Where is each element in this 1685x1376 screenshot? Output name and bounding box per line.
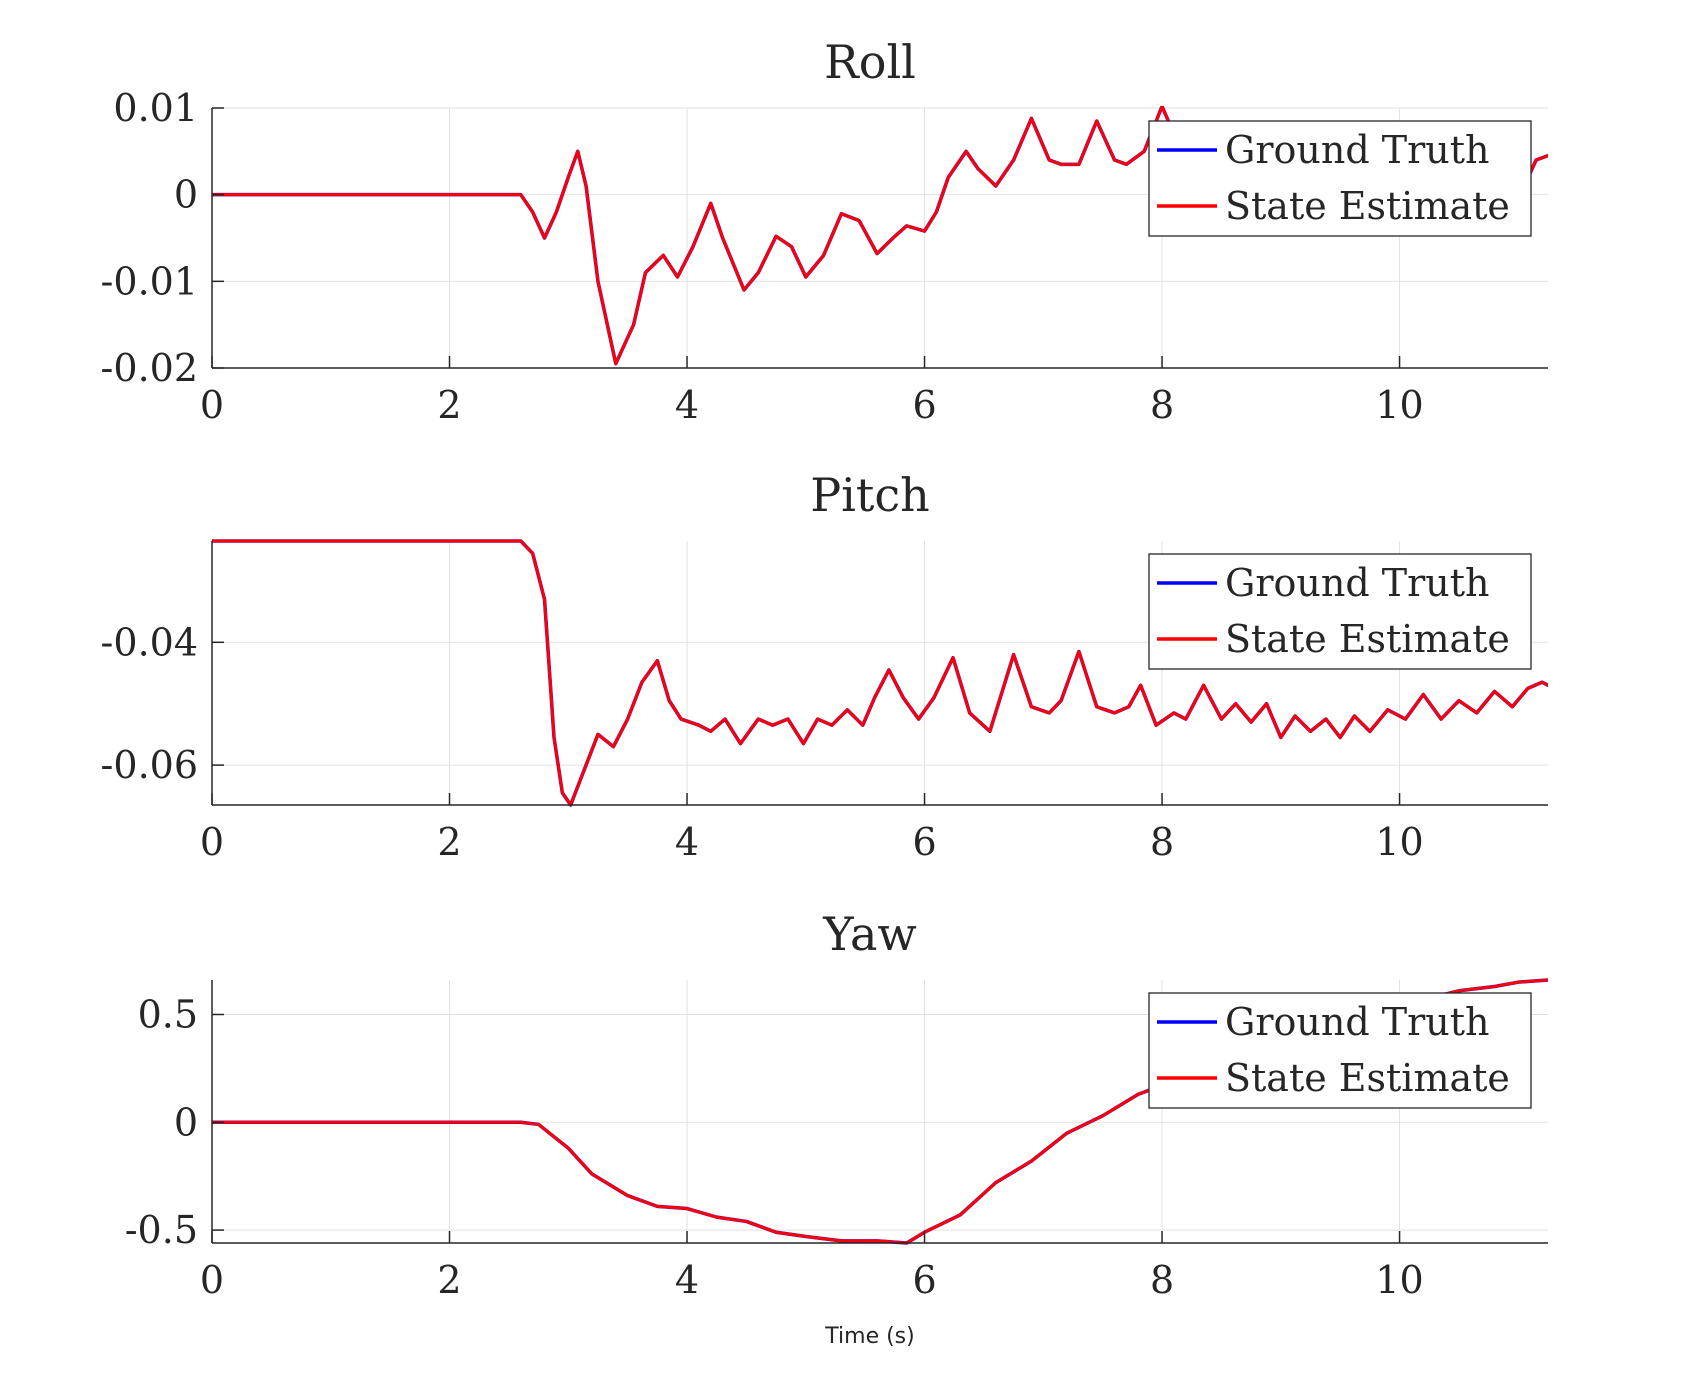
roll-legend-label-ground-truth: Ground Truth: [1225, 128, 1489, 172]
roll-y-tick-label: -0.01: [101, 259, 198, 303]
yaw-y-tick-label: 0: [174, 1100, 198, 1144]
yaw-x-tick-label: 0: [200, 1258, 224, 1302]
yaw-legend-label-state-estimate: State Estimate: [1225, 1056, 1510, 1100]
yaw-y-tick-label: 0.5: [138, 992, 198, 1036]
pitch-legend-box: [1148, 553, 1532, 670]
roll-x-tick-label: 6: [912, 383, 936, 427]
pitch-series-state-estimate: [212, 539, 1548, 807]
yaw-x-tick-label: 4: [675, 1258, 699, 1302]
pitch-x-tick-label: 0: [200, 820, 224, 864]
pitch-y-tick-label: -0.04: [101, 620, 198, 664]
yaw-legend: Ground Truth State Estimate: [1148, 992, 1532, 1109]
yaw-x-tick-label: 8: [1150, 1258, 1174, 1302]
pitch-title: Pitch: [810, 468, 930, 522]
yaw-x-axis-label: Time (s): [824, 1324, 914, 1349]
pitch-x-tick-label: 8: [1150, 820, 1174, 864]
roll-legend: Ground Truth State Estimate: [1148, 120, 1532, 237]
roll-legend-label-state-estimate: State Estimate: [1225, 184, 1510, 228]
roll-title: Roll: [824, 35, 916, 89]
pitch-x-tick-label: 2: [437, 820, 461, 864]
pitch-x-tick-label: 6: [912, 820, 936, 864]
roll-panel: 0 2 4 6 8 10 0.01 0 -0.01 -0.02 Roll Ground Truth St…: [101, 35, 1548, 427]
yaw-x-tick-label: 10: [1375, 1258, 1423, 1302]
roll-y-tick-label: 0.01: [113, 86, 198, 130]
pitch-x-tick-label: 4: [675, 820, 699, 864]
roll-y-tick-label: 0: [174, 173, 198, 217]
yaw-x-tick-label: 6: [912, 1258, 936, 1302]
pitch-legend: Ground Truth State Estimate: [1148, 553, 1532, 670]
pitch-y-tick-label: -0.06: [101, 743, 198, 787]
yaw-title: Yaw: [822, 907, 917, 961]
yaw-legend-box: [1148, 992, 1532, 1109]
roll-x-tick-label: 10: [1375, 383, 1423, 427]
yaw-y-tick-label: -0.5: [125, 1208, 198, 1252]
pitch-legend-label-state-estimate: State Estimate: [1225, 617, 1510, 661]
yaw-legend-label-ground-truth: Ground Truth: [1225, 1000, 1489, 1044]
roll-y-tick-label: -0.02: [101, 346, 198, 390]
yaw-x-tick-label: 2: [437, 1258, 461, 1302]
roll-legend-box: [1148, 120, 1532, 237]
roll-x-tick-label: 8: [1150, 383, 1174, 427]
pitch-x-tick-label: 10: [1375, 820, 1423, 864]
roll-x-tick-label: 2: [437, 383, 461, 427]
pitch-panel: 0 2 4 6 8 10 -0.04 -0.06 Pitch Ground Truth State …: [101, 468, 1548, 864]
roll-x-tick-label: 4: [675, 383, 699, 427]
roll-x-tick-label: 0: [200, 383, 224, 427]
pitch-legend-label-ground-truth: Ground Truth: [1225, 561, 1489, 605]
